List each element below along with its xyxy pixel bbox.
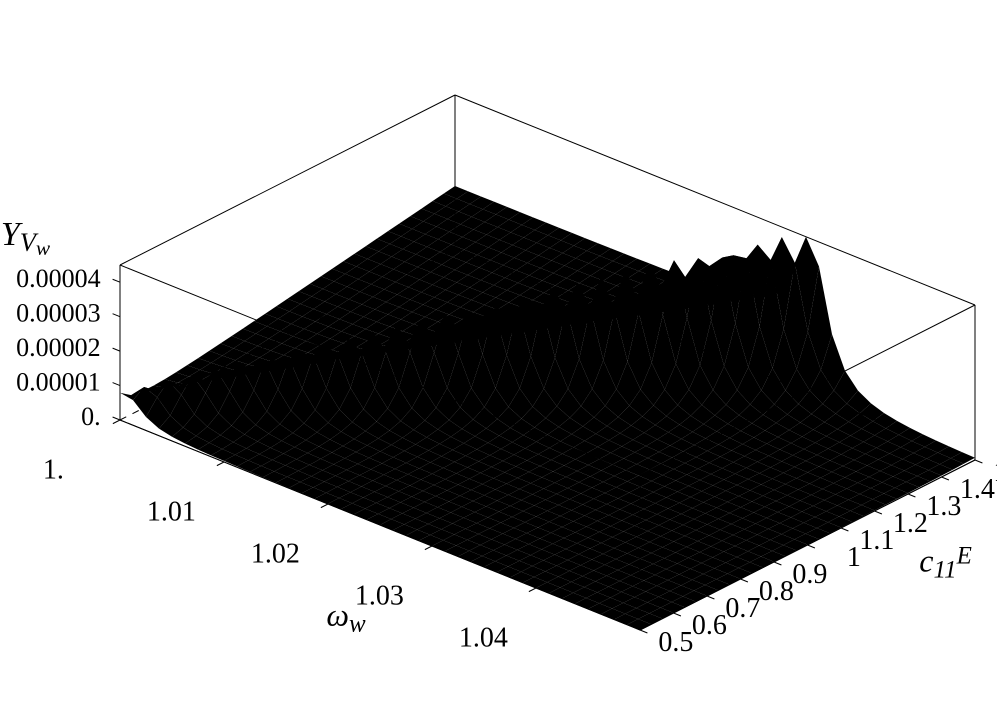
y-tick-label: 1.3 bbox=[926, 491, 961, 522]
x-tick-label: 1.01 bbox=[147, 497, 196, 528]
z-axis: 0. 0.00001 0.00002 0.00003 0.00004 YVw bbox=[1, 216, 101, 431]
plot-svg: 1.1.011.021.031.04ωw0.50.60.70.80.911.11… bbox=[0, 0, 997, 702]
y-tick-label: 0.7 bbox=[725, 593, 760, 624]
y-axis-title: c11E bbox=[919, 543, 972, 584]
axis-tick bbox=[808, 545, 815, 548]
x-tick-label: 1.04 bbox=[459, 623, 508, 654]
axis-tick bbox=[113, 314, 120, 317]
axis-tick bbox=[217, 462, 224, 466]
x-tick-label: 1. bbox=[43, 455, 64, 486]
y-tick-label: 1.4 bbox=[960, 474, 995, 505]
axis-tick bbox=[321, 504, 328, 508]
y-tick-label: 1.1 bbox=[859, 525, 894, 556]
z-axis-title: YVw bbox=[1, 216, 50, 260]
axis-tick bbox=[741, 579, 748, 582]
y-tick-label: 1.2 bbox=[893, 508, 928, 539]
axis-tick bbox=[975, 460, 982, 463]
z-tick-label: 0. bbox=[81, 402, 101, 431]
z-tick-label: 0.00003 bbox=[16, 299, 101, 328]
axis-tick bbox=[774, 562, 781, 565]
plot-3d-surface: { "canvas": { "width": 997, "height": 70… bbox=[0, 0, 997, 702]
y-tick-label: 0.5 bbox=[658, 627, 693, 658]
axis-tick bbox=[674, 613, 681, 616]
axis-tick bbox=[113, 348, 120, 351]
y-tick-label: 0.9 bbox=[792, 559, 827, 590]
axis-tick bbox=[875, 511, 882, 514]
z-tick-label: 0.00004 bbox=[16, 264, 101, 293]
y-tick-label: 0.8 bbox=[759, 576, 794, 607]
axis-tick bbox=[529, 588, 536, 592]
y-tick-label: 0.6 bbox=[692, 610, 727, 641]
axis-tick bbox=[908, 494, 915, 497]
axis-tick bbox=[113, 417, 120, 420]
axis-tick bbox=[113, 383, 120, 386]
axis-tick bbox=[113, 279, 120, 282]
axis-tick bbox=[942, 477, 949, 480]
z-tick-label: 0.00001 bbox=[16, 368, 101, 397]
axis-tick bbox=[640, 630, 647, 633]
x-tick-label: 1.03 bbox=[355, 581, 404, 612]
z-tick-label: 0.00002 bbox=[16, 333, 101, 362]
axis-tick bbox=[113, 420, 120, 424]
axis-tick bbox=[425, 546, 432, 550]
axis-tick bbox=[707, 596, 714, 599]
x-tick-label: 1.02 bbox=[251, 539, 300, 570]
axis-tick bbox=[841, 528, 848, 531]
y-tick-label: 1.5 bbox=[993, 457, 997, 488]
